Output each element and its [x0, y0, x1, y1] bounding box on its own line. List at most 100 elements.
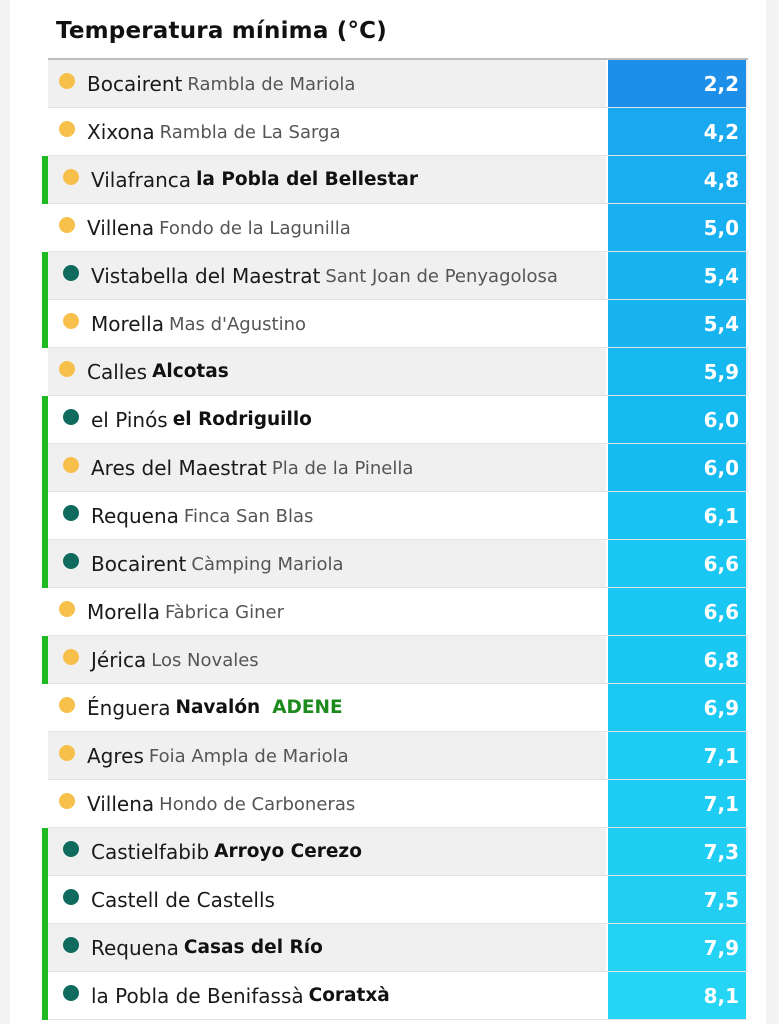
table-row[interactable]: Bocairent Rambla de Mariola 2,2: [48, 60, 748, 108]
table-row[interactable]: Xixona Rambla de La Sarga 4,2: [48, 108, 748, 156]
temperature-cell: 6,0: [606, 396, 746, 443]
location-label: Jérica Los Novales: [52, 636, 610, 683]
table-row[interactable]: Castielfabib Arroyo Cerezo 7,3: [42, 828, 748, 876]
station-name: Finca San Blas: [183, 506, 314, 527]
station-network-marker: [42, 876, 48, 924]
temperature-cell: 7,3: [606, 828, 746, 875]
town-name: Villena: [87, 791, 155, 816]
location-label: Énguera Navalón ADENE: [48, 684, 606, 731]
temperature-value: 5,4: [703, 263, 739, 288]
teal-dot-icon: [63, 264, 79, 281]
location-label: Castielfabib Arroyo Cerezo: [52, 828, 610, 875]
station-network-marker: [42, 828, 48, 876]
station-network-marker: [42, 396, 48, 444]
table-row[interactable]: el Pinós el Rodriguillo 6,0: [42, 396, 748, 444]
station-name: Pla de la Pinella: [271, 458, 414, 479]
town-name: Villena: [87, 215, 155, 240]
station-network-marker: [42, 252, 48, 300]
yellow-dot-icon: [63, 456, 79, 473]
town-name: Morella: [87, 599, 160, 624]
temperature-value: 5,9: [703, 359, 739, 384]
table-row[interactable]: la Pobla de Benifassà Coratxà 8,1: [42, 972, 748, 1020]
station-name: Sant Joan de Penyagolosa: [325, 266, 558, 287]
town-name: Bocairent: [91, 551, 187, 576]
temperature-value: 7,3: [703, 839, 739, 864]
town-name: Castielfabib: [91, 839, 210, 864]
town-name: Vistabella del Maestrat: [91, 263, 321, 288]
temperature-cell: 7,5: [606, 876, 746, 923]
yellow-dot-icon: [63, 312, 79, 329]
station-name: Hondo de Carboneras: [159, 794, 356, 815]
temperature-cell: 8,1: [606, 972, 746, 1019]
temperature-value: 6,1: [703, 503, 739, 528]
table-row[interactable]: Bocairent Càmping Mariola 6,6: [42, 540, 748, 588]
station-network-marker: [42, 540, 48, 588]
station-name: Arroyo Cerezo: [214, 841, 362, 862]
town-name: Requena: [91, 503, 179, 528]
table-row[interactable]: Requena Finca San Blas 6,1: [42, 492, 748, 540]
temperature-value: 7,9: [703, 935, 739, 960]
temperature-cell: 5,9: [606, 348, 746, 395]
temperature-value: 5,0: [703, 215, 739, 240]
town-name: Bocairent: [87, 71, 183, 96]
temperature-cell: 5,4: [606, 252, 746, 299]
temperature-value: 8,1: [703, 983, 739, 1008]
table-row[interactable]: Jérica Los Novales 6,8: [42, 636, 748, 684]
temperature-cell: 5,0: [606, 204, 746, 251]
location-label: el Pinós el Rodriguillo: [52, 396, 610, 443]
location-label: Vistabella del Maestrat Sant Joan de Peny…: [52, 252, 610, 299]
station-network-marker: [42, 972, 48, 1020]
location-label: Requena Casas del Río: [52, 924, 610, 971]
table-row[interactable]: Villena Fondo de la Lagunilla 5,0: [48, 204, 748, 252]
station-name: el Rodriguillo: [172, 409, 312, 430]
town-name: Calles: [87, 359, 148, 384]
station-name: Coratxà: [308, 985, 390, 1006]
table-row[interactable]: Vistabella del Maestrat Sant Joan de Peny…: [42, 252, 748, 300]
temperature-cell: 6,9: [606, 684, 746, 731]
location-label: Morella Fàbrica Giner: [48, 588, 606, 635]
temperature-cell: 2,2: [606, 60, 746, 107]
location-label: Ares del Maestrat Pla de la Pinella: [52, 444, 610, 491]
temperature-value: 4,8: [703, 167, 739, 192]
location-label: Morella Mas d'Agustino: [52, 300, 610, 347]
min-temperature-table: Bocairent Rambla de Mariola 2,2 Xixona Rambl…: [42, 60, 748, 1020]
teal-dot-icon: [63, 552, 79, 569]
table-row[interactable]: Morella Fàbrica Giner 6,6: [48, 588, 748, 636]
station-name: Foia Ampla de Mariola: [148, 746, 349, 767]
temperature-value: 6,0: [703, 455, 739, 480]
table-row[interactable]: Agres Foia Ampla de Mariola 7,1: [48, 732, 748, 780]
station-network-marker: [42, 300, 48, 348]
table-row[interactable]: Vilafranca la Pobla del Bellestar 4,8: [42, 156, 748, 204]
temperature-cell: 6,8: [606, 636, 746, 683]
teal-dot-icon: [63, 936, 79, 953]
temperature-cell: 4,8: [606, 156, 746, 203]
town-name: Morella: [91, 311, 164, 336]
table-row[interactable]: Calles Alcotas 5,9: [48, 348, 748, 396]
station-network-marker: [42, 444, 48, 492]
teal-dot-icon: [63, 840, 79, 857]
yellow-dot-icon: [59, 120, 75, 137]
yellow-dot-icon: [59, 216, 75, 233]
temperature-value: 6,0: [703, 407, 739, 432]
yellow-dot-icon: [59, 696, 75, 713]
table-row[interactable]: Requena Casas del Río 7,9: [42, 924, 748, 972]
table-row[interactable]: Castell de Castells 7,5: [42, 876, 748, 924]
location-label: Villena Hondo de Carboneras: [48, 780, 606, 827]
temperature-value: 6,6: [703, 551, 739, 576]
town-name: Ares del Maestrat: [91, 455, 267, 480]
temperature-value: 6,8: [703, 647, 739, 672]
temperature-value: 2,2: [703, 71, 739, 96]
table-row[interactable]: Villena Hondo de Carboneras 7,1: [48, 780, 748, 828]
location-label: Castell de Castells: [52, 876, 610, 923]
table-row[interactable]: Morella Mas d'Agustino 5,4: [42, 300, 748, 348]
temperature-value: 7,1: [703, 791, 739, 816]
temperature-cell: 7,9: [606, 924, 746, 971]
town-name: Jérica: [91, 647, 147, 672]
temperature-value: 4,2: [703, 119, 739, 144]
station-network-marker: [42, 924, 48, 972]
table-row[interactable]: Ares del Maestrat Pla de la Pinella 6,0: [42, 444, 748, 492]
table-row[interactable]: Énguera Navalón ADENE 6,9: [48, 684, 748, 732]
town-name: Énguera: [87, 695, 171, 720]
yellow-dot-icon: [59, 600, 75, 617]
yellow-dot-icon: [59, 792, 75, 809]
